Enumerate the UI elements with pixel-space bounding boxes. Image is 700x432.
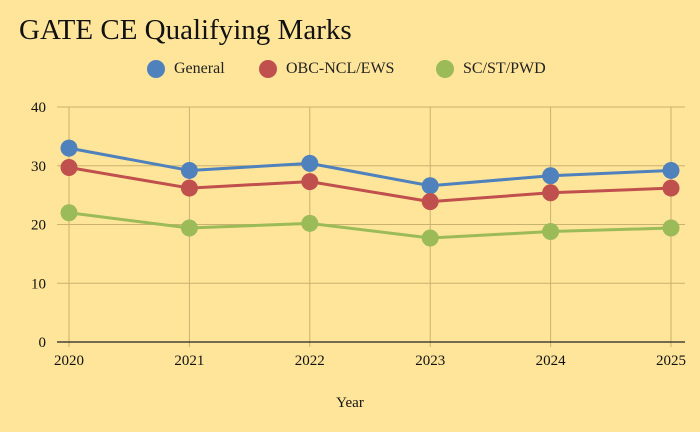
legend-item-obc-ncl-ews[interactable]: OBC-NCL/EWS	[259, 60, 394, 78]
y-tick-label-30: 30	[31, 159, 46, 175]
data-point-obc-ncl-ews-2022	[301, 173, 319, 191]
x-tick-label-2023: 2023	[415, 353, 445, 369]
y-tick-label-20: 20	[31, 218, 46, 234]
x-tick-label-2025: 2025	[656, 353, 686, 369]
data-point-obc-ncl-ews-2024	[542, 184, 560, 202]
data-point-sc-st-pwd-2024	[542, 223, 560, 241]
data-point-general-2022	[301, 154, 319, 172]
legend-label-obc-ncl-ews: OBC-NCL/EWS	[286, 60, 395, 77]
data-point-general-2024	[542, 167, 560, 185]
legend-item-general[interactable]: General	[147, 60, 225, 78]
series-line-obc-ncl-ews	[68, 166, 672, 204]
y-tick-label-10: 10	[31, 276, 46, 292]
data-point-general-2021	[180, 161, 198, 179]
x-tick-label-2021: 2021	[174, 353, 204, 369]
data-point-general-2023	[421, 177, 439, 195]
legend-marker-obc-ncl-ews	[259, 60, 277, 78]
x-axis-label: Year	[336, 395, 364, 411]
series-line-general	[68, 146, 672, 188]
y-tick-label-0: 0	[39, 335, 47, 351]
legend-label-sc-st-pwd: SC/ST/PWD	[463, 60, 546, 77]
data-point-sc-st-pwd-2020	[60, 204, 78, 222]
data-point-sc-st-pwd-2021	[180, 219, 198, 237]
legend-marker-sc-st-pwd	[436, 60, 454, 78]
data-point-obc-ncl-ews-2020	[60, 159, 78, 177]
data-point-obc-ncl-ews-2021	[180, 179, 198, 197]
series-line-sc-st-pwd	[68, 211, 672, 240]
chart-title: GATE CE Qualifying Marks	[19, 14, 352, 46]
y-tick-label-40: 40	[31, 100, 46, 116]
data-point-general-2025	[662, 161, 680, 179]
data-point-sc-st-pwd-2022	[301, 214, 319, 232]
data-point-obc-ncl-ews-2023	[421, 193, 439, 211]
data-point-obc-ncl-ews-2025	[662, 179, 680, 197]
legend-label-general: General	[174, 60, 225, 77]
x-tick-label-2020: 2020	[54, 353, 84, 369]
legend-item-sc-st-pwd[interactable]: SC/ST/PWD	[436, 60, 546, 78]
data-point-sc-st-pwd-2025	[662, 219, 680, 237]
legend-marker-general	[147, 60, 165, 78]
x-tick-label-2022: 2022	[295, 353, 325, 369]
data-point-general-2020	[60, 139, 78, 157]
x-tick-label-2024: 2024	[536, 353, 567, 369]
data-point-sc-st-pwd-2023	[421, 229, 439, 247]
chart-legend: General OBC-NCL/EWS SC/ST/PWD	[0, 60, 700, 86]
